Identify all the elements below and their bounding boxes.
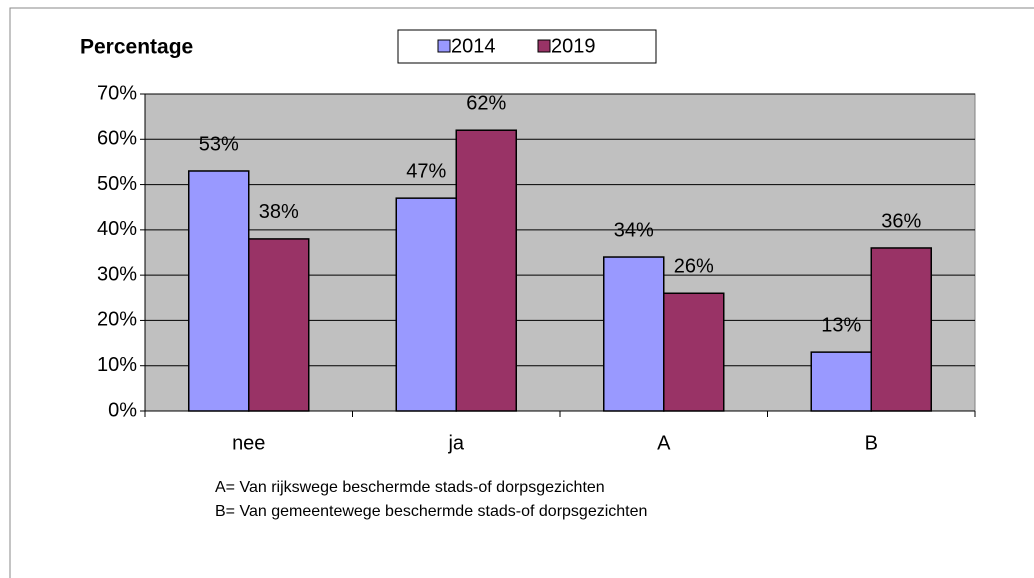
value-label: 47% xyxy=(406,160,446,182)
x-tick-label: A xyxy=(657,432,671,454)
value-label: 34% xyxy=(614,219,654,241)
y-tick-label: 0% xyxy=(108,399,137,421)
legend-swatch xyxy=(537,39,551,53)
value-label: 38% xyxy=(259,201,299,223)
bar xyxy=(395,197,457,412)
bar xyxy=(603,256,665,412)
bar xyxy=(870,247,932,412)
x-tick-label: B xyxy=(865,432,878,454)
value-label: 13% xyxy=(821,314,861,336)
chart-title: Percentage xyxy=(80,36,193,59)
footnote: B= Van gemeentewege beschermde stads-of … xyxy=(215,503,647,520)
y-tick-label: 10% xyxy=(97,354,137,376)
bar xyxy=(248,238,310,412)
x-tick-label: nee xyxy=(232,432,265,454)
y-tick-label: 60% xyxy=(97,128,137,150)
y-tick-label: 20% xyxy=(97,309,137,331)
x-tick-label: ja xyxy=(447,432,464,454)
legend-label: 2019 xyxy=(551,35,596,57)
bar xyxy=(663,292,725,412)
value-label: 36% xyxy=(881,210,921,232)
y-tick-label: 30% xyxy=(97,263,137,285)
y-tick-label: 40% xyxy=(97,218,137,240)
value-label: 53% xyxy=(199,133,239,155)
legend-swatch xyxy=(437,39,451,53)
bar xyxy=(188,170,250,412)
bar xyxy=(810,351,872,412)
y-tick-label: 70% xyxy=(97,82,137,104)
legend-label: 2014 xyxy=(451,35,496,57)
footnote: A= Van rijkswege beschermde stads-of dor… xyxy=(215,479,605,496)
bar xyxy=(455,129,517,412)
value-label: 62% xyxy=(466,93,506,115)
legend-box xyxy=(397,29,657,64)
value-label: 26% xyxy=(674,256,714,278)
y-tick-label: 50% xyxy=(97,173,137,195)
